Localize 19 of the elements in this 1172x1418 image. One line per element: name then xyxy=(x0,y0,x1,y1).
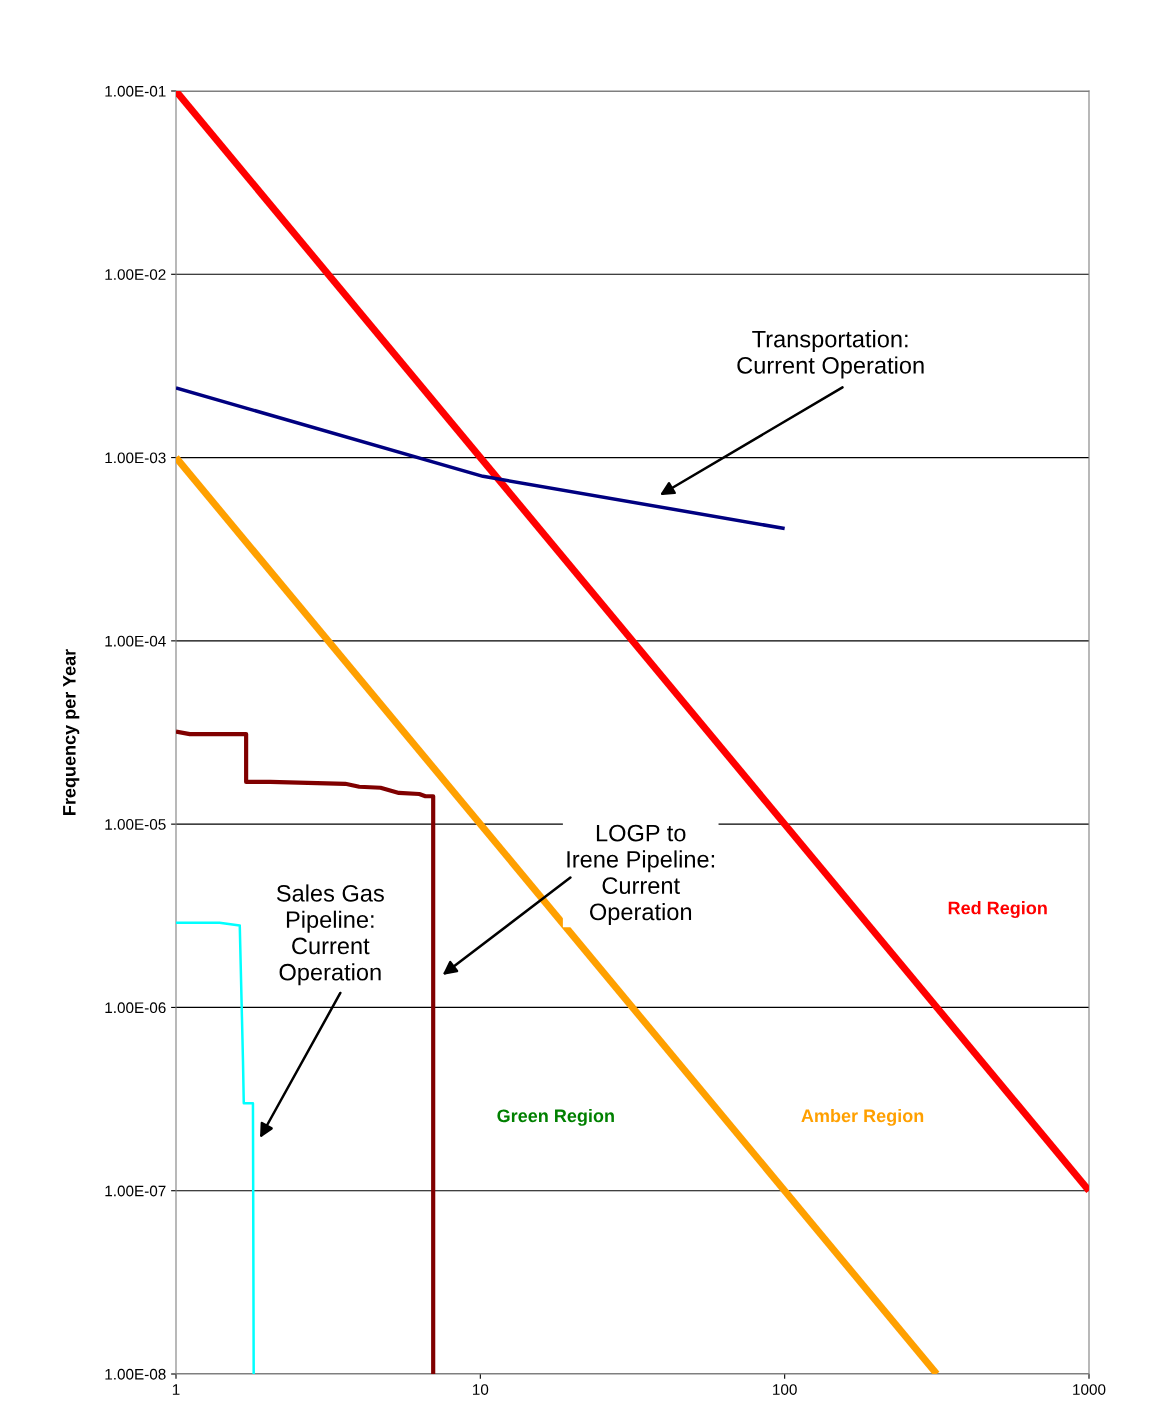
y-tick-label: 1.00E-08 xyxy=(105,1368,166,1380)
y-tick-label: 1.00E-01 xyxy=(105,85,166,97)
y-tick-label: 1.00E-06 xyxy=(105,1002,166,1014)
y-axis-title: Frequency per Year xyxy=(63,649,80,815)
annotation: Red Region xyxy=(948,901,1047,919)
x-tick-label: 100 xyxy=(773,1384,797,1395)
y-tick-label: 1.00E-02 xyxy=(105,269,166,280)
y-tick-label: 1.00E-04 xyxy=(105,635,166,647)
x-tick-label: 1000 xyxy=(1073,1384,1106,1395)
annotation: Amber Region xyxy=(801,1108,924,1126)
x-tick-label: 1 xyxy=(172,1384,180,1395)
y-tick-label: 1.00E-07 xyxy=(105,1185,166,1197)
annotation: Transportation: Current Operation xyxy=(737,330,924,379)
annotation: Sales Gas Pipeline: Current Operation xyxy=(276,884,384,986)
y-tick-label: 1.00E-05 xyxy=(105,819,166,830)
x-tick-label: 10 xyxy=(473,1384,489,1395)
annotation: Green Region xyxy=(497,1108,614,1126)
y-tick-label: 1.00E-03 xyxy=(105,452,166,464)
annotation: LOGP to Irene Pipeline: Current Operation xyxy=(567,824,715,925)
